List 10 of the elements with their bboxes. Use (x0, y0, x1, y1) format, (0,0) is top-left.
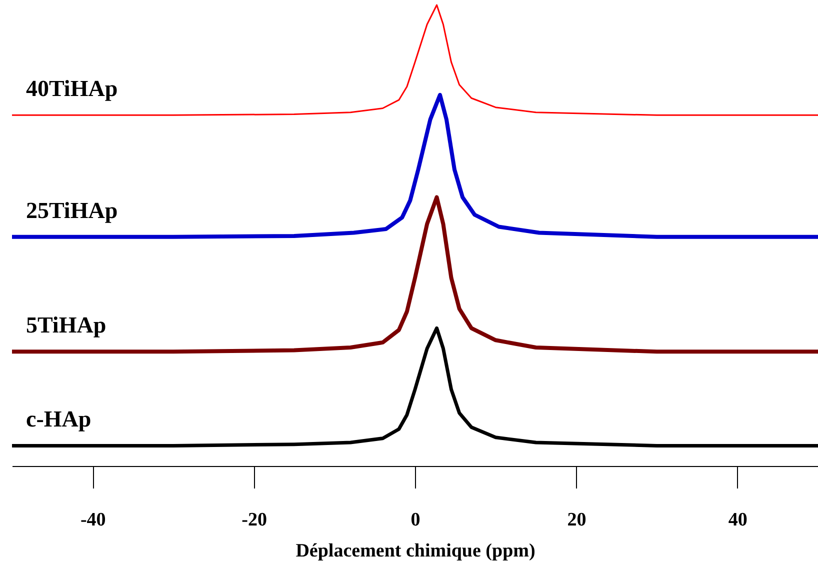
x-tick-label: -20 (242, 510, 267, 530)
series-label: 5TiHAp (26, 312, 106, 338)
x-axis-title: Déplacement chimique (ppm) (296, 540, 536, 562)
x-tick-label: 0 (410, 510, 420, 530)
x-tick-label: -40 (80, 510, 106, 530)
x-tick-label: 40 (728, 510, 748, 530)
series-label: c-HAp (26, 406, 92, 432)
x-tick-label: 20 (567, 510, 586, 530)
series-label: 25TiHAp (26, 198, 118, 223)
series-label: 40TiHAp (26, 76, 118, 102)
